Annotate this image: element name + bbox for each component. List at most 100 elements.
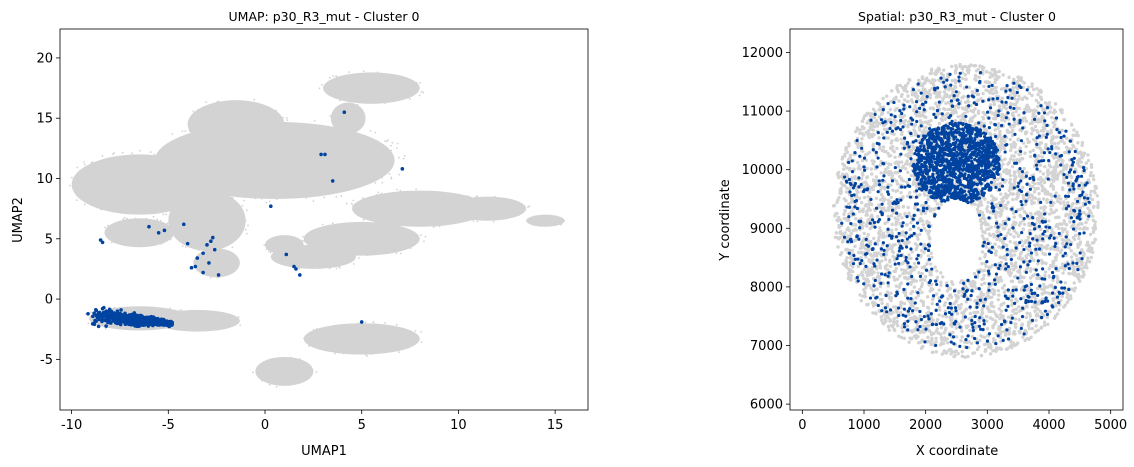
umap-background-point <box>184 130 187 132</box>
spatial-background-point <box>903 211 907 216</box>
spatial-background-point <box>860 200 864 205</box>
umap-background-point <box>303 337 306 340</box>
umap-background-point <box>290 253 293 256</box>
spatial-background-point <box>906 125 910 129</box>
umap-background-point <box>316 145 319 148</box>
spatial-background-point <box>1036 186 1040 191</box>
umap-background-point <box>202 232 204 235</box>
spatial-background-point <box>1032 137 1036 142</box>
spatial-background-point <box>922 226 927 231</box>
spatial-background-point <box>1008 239 1012 244</box>
spatial-background-point <box>881 96 885 101</box>
spatial-background-point <box>973 122 978 126</box>
umap-background-point <box>324 135 327 137</box>
umap-background-point <box>119 221 122 224</box>
umap-background-point <box>402 157 405 160</box>
spatial-background-point <box>1009 142 1013 147</box>
spatial-background-point <box>992 235 996 239</box>
umap-background-point <box>298 128 301 131</box>
umap-background-point <box>253 98 256 101</box>
umap-background-point <box>163 202 166 204</box>
umap-background-point <box>225 232 227 235</box>
spatial-background-point <box>1049 192 1053 197</box>
umap-background-point <box>296 155 299 158</box>
umap-background-point <box>119 188 122 191</box>
umap-cluster-point <box>359 320 364 324</box>
umap-background-point <box>375 340 378 343</box>
spatial-background-point <box>1091 177 1096 182</box>
umap-background-point <box>472 220 475 222</box>
umap-background-point <box>379 339 382 342</box>
umap-background-point <box>332 169 335 172</box>
umap-background-point <box>276 161 279 164</box>
umap-background-point <box>391 239 394 242</box>
umap-background-point <box>195 139 198 142</box>
umap-background-point <box>330 172 333 174</box>
umap-cluster-point <box>86 311 90 316</box>
umap-cluster-point <box>102 305 106 310</box>
spatial-background-cells <box>831 62 1100 359</box>
spatial-background-point <box>1086 256 1090 260</box>
umap-background-point <box>415 81 418 84</box>
umap-background-point <box>186 219 189 222</box>
umap-background-point <box>334 92 336 95</box>
spatial-background-point <box>966 354 970 359</box>
umap-background-point <box>277 157 280 160</box>
umap-cluster-point <box>207 261 211 265</box>
umap-background-point <box>202 113 205 115</box>
spatial-background-point <box>1056 199 1060 204</box>
umap-panel: UMAP: p30_R3_mut - Cluster 0 -10 -5 0 5 10 15… <box>11 9 589 459</box>
spatial-background-point <box>950 78 955 83</box>
spatial-background-point <box>977 75 981 80</box>
umap-background-point <box>302 235 304 238</box>
spatial-background-point <box>1014 325 1018 329</box>
spatial-background-point <box>974 78 978 82</box>
spatial-background-point <box>908 162 912 166</box>
umap-background-point <box>208 145 211 148</box>
spatial-background-point <box>892 317 896 321</box>
umap-background-point <box>373 151 376 154</box>
spatial-background-point <box>882 313 886 317</box>
spatial-background-point <box>935 269 939 273</box>
umap-background-point <box>141 327 144 330</box>
umap-background-point <box>335 195 338 198</box>
spatial-background-point <box>920 282 925 286</box>
x-tick-label: 0 <box>261 418 269 433</box>
umap-background-point <box>379 336 382 339</box>
umap-background-point <box>199 228 202 231</box>
spatial-background-point <box>978 338 982 343</box>
spatial-background-point <box>1067 271 1071 276</box>
umap-background-point <box>391 141 394 144</box>
spatial-background-point <box>909 301 913 305</box>
spatial-background-point <box>926 197 930 202</box>
umap-background-point <box>177 324 179 327</box>
spatial-background-point <box>1031 148 1036 153</box>
umap-background-point <box>342 352 345 355</box>
spatial-background-point <box>988 210 992 214</box>
umap-cluster-point <box>298 273 302 277</box>
umap-background-point <box>302 364 305 367</box>
spatial-background-point <box>909 98 914 102</box>
spatial-background-point <box>927 229 932 233</box>
umap-background-point <box>147 223 150 226</box>
umap-cluster0-cells <box>86 110 405 329</box>
umap-background-point <box>384 140 386 142</box>
umap-background-point <box>358 257 360 259</box>
umap-background-point <box>231 239 234 242</box>
spatial-background-point <box>944 315 948 319</box>
spatial-background-point <box>1084 167 1089 171</box>
umap-background-point <box>196 163 199 166</box>
umap-background-point <box>361 197 364 200</box>
umap-background-point <box>127 307 130 310</box>
umap-background-point <box>126 186 128 189</box>
spatial-background-point <box>895 86 899 90</box>
umap-background-point <box>353 224 356 227</box>
umap-background-point <box>201 234 204 236</box>
umap-background-point <box>235 175 238 178</box>
y-tick-label: -5 <box>40 353 53 368</box>
spatial-background-point <box>882 170 887 175</box>
umap-background-point <box>335 223 338 226</box>
umap-background-point <box>385 167 387 170</box>
umap-background-point <box>134 202 136 205</box>
umap-background-point <box>374 177 377 180</box>
